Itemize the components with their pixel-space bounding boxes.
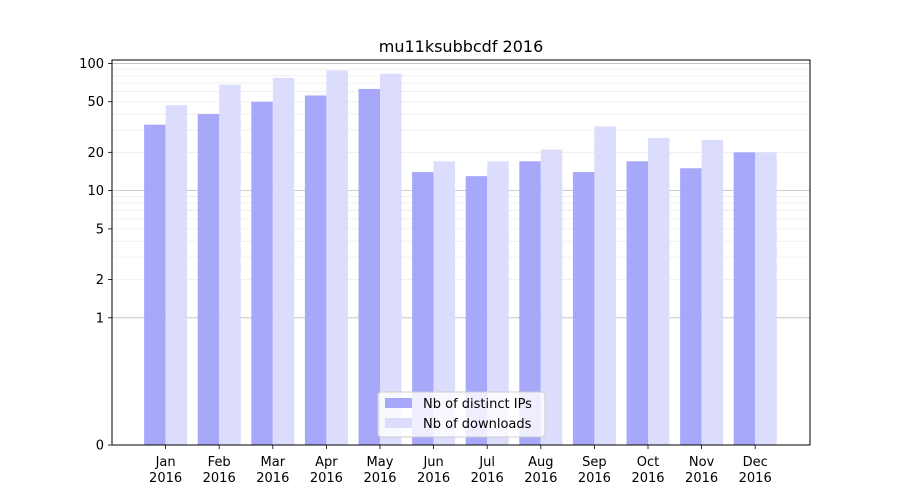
x-tick-label-year: 2016 xyxy=(363,471,396,486)
bar-downloads xyxy=(272,77,295,445)
bar-distinct-ips xyxy=(304,95,327,445)
x-tick-label-month: Jun xyxy=(422,455,443,470)
y-tick-label: 100 xyxy=(79,57,104,72)
x-tick-label-year: 2016 xyxy=(524,471,557,486)
bar-distinct-ips xyxy=(626,161,648,445)
x-tick-label-month: May xyxy=(367,455,394,470)
bar-distinct-ips xyxy=(251,101,273,446)
bar-downloads xyxy=(165,105,188,445)
bar-downloads xyxy=(701,140,724,445)
bar-distinct-ips xyxy=(572,172,595,445)
bar-downloads xyxy=(540,149,563,446)
bar-distinct-ips xyxy=(144,124,166,445)
legend-box xyxy=(377,391,546,438)
x-tick-label-year: 2016 xyxy=(417,471,450,486)
legend: Nb of distinct IPs Nb of downloads xyxy=(377,391,546,438)
legend-label: Nb of distinct IPs xyxy=(423,397,532,412)
x-tick-label-year: 2016 xyxy=(203,471,236,486)
bar-distinct-ips xyxy=(197,114,220,445)
x-tick-label-month: Feb xyxy=(208,455,231,470)
x-tick-label-month: Jan xyxy=(155,455,176,470)
y-tick-label: 1 xyxy=(96,311,104,326)
bars-layer xyxy=(144,70,777,446)
x-tick-label-month: Jul xyxy=(478,455,495,470)
x-tick-label-month: Aug xyxy=(528,455,553,470)
y-tick-label: 5 xyxy=(96,222,104,237)
y-tick-label: 0 xyxy=(96,439,104,454)
x-tick-label-month: Mar xyxy=(261,455,286,470)
chart-title: mu11ksubbcdf 2016 xyxy=(379,37,544,56)
bar-distinct-ips xyxy=(680,168,702,445)
bar-distinct-ips xyxy=(412,172,434,445)
x-tick-label-year: 2016 xyxy=(471,471,504,486)
plot-frame xyxy=(111,59,811,446)
y-tick-label: 10 xyxy=(87,184,104,199)
x-tick-label-month: Nov xyxy=(689,455,715,470)
x-tick-label-year: 2016 xyxy=(739,471,772,486)
bar-downloads xyxy=(755,152,777,445)
legend-label: Nb of downloads xyxy=(423,417,532,432)
bar-downloads xyxy=(487,161,509,445)
bar-downloads xyxy=(219,84,241,445)
bar-distinct-ips xyxy=(465,176,488,445)
legend-swatch xyxy=(385,418,412,428)
bar-downloads xyxy=(648,137,670,445)
x-tick-label-year: 2016 xyxy=(685,471,718,486)
y-tick-label: 2 xyxy=(96,273,104,288)
x-tick-label-year: 2016 xyxy=(256,471,289,486)
x-tick-label-year: 2016 xyxy=(310,471,343,486)
legend-swatch xyxy=(385,398,412,408)
bar-downloads xyxy=(433,161,456,445)
y-tick-label: 20 xyxy=(87,146,104,161)
x-tick-label-year: 2016 xyxy=(631,471,664,486)
x-tick-label-year: 2016 xyxy=(149,471,182,486)
x-tick-label-month: Apr xyxy=(315,455,338,470)
bar-downloads xyxy=(380,73,402,445)
bar-distinct-ips xyxy=(519,161,541,445)
x-tick-label-month: Sep xyxy=(582,455,607,470)
axes-layer: Jan2016Feb2016Mar2016Apr2016May2016Jun20… xyxy=(79,57,811,486)
y-tick-label: 50 xyxy=(87,95,104,110)
bar-distinct-ips xyxy=(733,152,756,445)
bar-distinct-ips xyxy=(358,88,380,446)
x-tick-label-month: Dec xyxy=(743,455,768,470)
x-tick-label-month: Oct xyxy=(637,455,659,470)
bar-downloads xyxy=(594,126,616,446)
bar-downloads xyxy=(326,70,348,445)
x-tick-label-year: 2016 xyxy=(578,471,611,486)
